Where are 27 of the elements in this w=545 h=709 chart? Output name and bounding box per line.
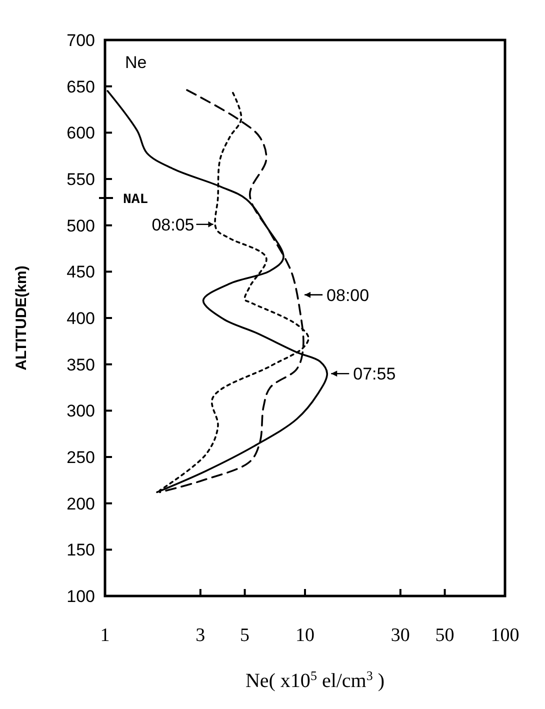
y-tick-label: 250 — [66, 448, 95, 467]
x-tick-label: 3 — [196, 625, 206, 646]
annotation: 08:00 — [326, 286, 370, 305]
x-tick-label: 30 — [390, 625, 410, 646]
y-tick-label: 550 — [66, 170, 95, 189]
y-axis-title: ALTITUDE(km) — [13, 266, 30, 370]
x-tick-label: 5 — [240, 625, 250, 646]
y-tick-label: 700 — [66, 30, 95, 50]
y-tick-label: 450 — [66, 262, 95, 282]
y-tick-label: 150 — [66, 540, 95, 560]
x-tick-label: 50 — [435, 625, 454, 646]
y-tick-label: 200 — [66, 494, 95, 514]
annotation: 08:05 — [152, 215, 194, 234]
y-tick-label: 400 — [66, 308, 95, 328]
x-axis-title: Ne( x10$^{5}$ el/cm$^{3}$ ) — [245, 668, 385, 692]
y-tick-label: 100 — [66, 586, 95, 606]
y-tick-label: 300 — [66, 402, 95, 421]
x-tick-label: 100 — [490, 625, 520, 646]
x-tick-label: 10 — [296, 625, 314, 646]
y-tick-label: 650 — [66, 77, 95, 96]
annotation: 07:55 — [353, 364, 396, 384]
annotation: Ne — [125, 53, 147, 72]
x-tick-label: 1 — [100, 625, 110, 646]
y-tick-label: 350 — [66, 355, 95, 374]
y-tick-label: 600 — [66, 124, 95, 143]
annotation: NAL — [123, 192, 148, 208]
y-tick-label: 500 — [66, 216, 95, 236]
